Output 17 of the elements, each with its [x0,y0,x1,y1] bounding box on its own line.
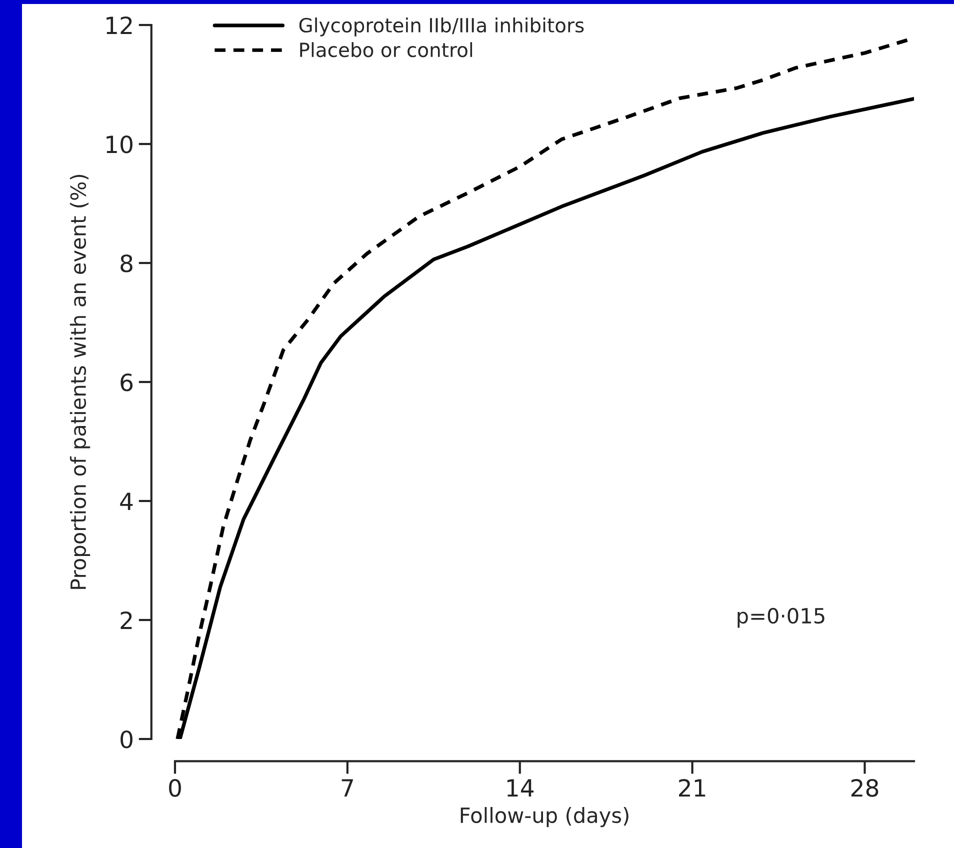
annotation: p=0·015 [738,608,824,628]
y-tick-label: 12 [106,16,132,34]
y-tick-label: 8 [120,254,132,272]
y-tick-label: 4 [120,492,133,510]
y-tick-label: 10 [106,135,132,154]
x-tick-label: 28 [851,779,878,797]
x-tick-label: 0 [169,779,181,797]
y-tick-label: 6 [120,373,133,392]
legend-label: Placebo or control [300,42,472,58]
y-tick-label: 2 [120,611,132,629]
x-tick-label: 21 [679,779,706,797]
x-tick-label: 7 [342,779,353,797]
y-axis-title: Proportion of patients with an event (%) [70,174,90,589]
legend-label: Glycoprotein IIb/IIIa inhibitors [299,18,584,36]
x-tick-label: 14 [507,779,534,797]
x-axis-title: Follow-up (days) [460,806,628,828]
y-tick-label: 0 [120,730,132,748]
